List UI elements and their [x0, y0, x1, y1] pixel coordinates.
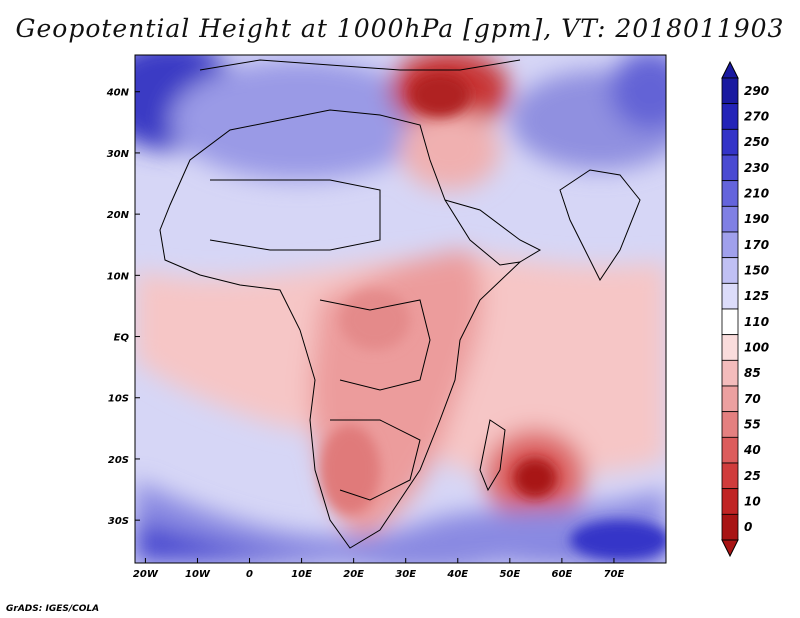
lat-tick-label: 10N [107, 271, 130, 282]
colorbar-bottom-arrow [721, 539, 739, 558]
colorbar-label: 10 [744, 495, 761, 509]
colorbar-label: 85 [744, 366, 761, 380]
colorbar-label: 210 [744, 187, 769, 201]
lon-tick-label: 10W [185, 569, 211, 580]
colorbar-label: 270 [744, 110, 769, 124]
colorbar-label: 40 [743, 443, 761, 457]
lat-tick-label: 10S [108, 394, 129, 405]
height-field [135, 55, 666, 563]
colorbar-label: 100 [744, 341, 769, 355]
lon-tick-label: 50E [499, 569, 520, 580]
colorbar-label: 25 [744, 469, 761, 483]
lat-tick-label: 30S [108, 516, 129, 527]
colorbar-swatch [721, 436, 739, 464]
lon-tick-label: 10E [291, 569, 312, 580]
colorbar-swatch [721, 180, 739, 207]
colorbar: 2902702502302101901701501251101008570554… [721, 60, 769, 558]
colorbar-swatch [721, 462, 739, 490]
longitude-axis: 20W 10W 0 10E 20E 30E 40E 50E 60E 70E [133, 558, 625, 580]
map-title: Geopotential Height at 1000hPa [gpm], VT… [15, 14, 785, 43]
map-frame [134, 54, 667, 564]
colorbar-label: 290 [744, 84, 769, 98]
lon-tick-label: 20E [343, 569, 364, 580]
colorbar-label: 150 [744, 264, 769, 278]
colorbar-top-arrow [721, 60, 739, 79]
colorbar-swatch [721, 128, 739, 156]
lon-tick-label: 40E [446, 569, 468, 580]
lon-tick-label: 70E [604, 569, 625, 580]
colorbar-label: 190 [744, 212, 769, 226]
colorbar-swatch [721, 231, 739, 259]
colorbar-swatch [721, 103, 739, 130]
lat-tick-label: 20N [107, 210, 130, 221]
colorbar-label: 110 [744, 315, 769, 329]
lat-tick-label: 20S [108, 455, 129, 466]
colorbar-label: 170 [744, 238, 769, 252]
lat-tick-label: 40N [106, 88, 130, 99]
colorbar-swatch [721, 359, 739, 387]
colorbar-label: 55 [744, 418, 761, 432]
colorbar-swatch [721, 77, 739, 105]
credit-label: GrADS: IGES/COLA [6, 604, 100, 614]
lon-tick-label: 20W [133, 569, 159, 580]
lon-tick-label: 60E [552, 569, 573, 580]
colorbar-label: 125 [744, 289, 769, 303]
lat-tick-label: EQ [114, 333, 130, 344]
colorbar-swatch [721, 488, 739, 515]
colorbar-swatch [721, 257, 739, 284]
colorbar-swatch [721, 334, 739, 361]
colorbar-label: 250 [744, 135, 769, 149]
latitude-axis: 40N 30N 20N 10N EQ 10S 20S 30S [106, 88, 140, 527]
colorbar-swatch [721, 513, 739, 541]
colorbar-swatch [721, 308, 739, 336]
colorbar-swatch [721, 205, 739, 233]
colorbar-label: 70 [744, 392, 761, 406]
colorbar-swatch [721, 282, 739, 310]
colorbar-label: 0 [744, 520, 752, 534]
colorbar-swatch [721, 411, 739, 438]
colorbar-swatch [721, 385, 739, 413]
colorbar-swatch [721, 154, 739, 182]
lat-tick-label: 30N [107, 149, 130, 160]
lon-tick-label: 0 [246, 569, 253, 580]
colorbar-label: 230 [744, 161, 769, 175]
lon-tick-label: 30E [395, 569, 416, 580]
coastlines [159, 59, 641, 549]
